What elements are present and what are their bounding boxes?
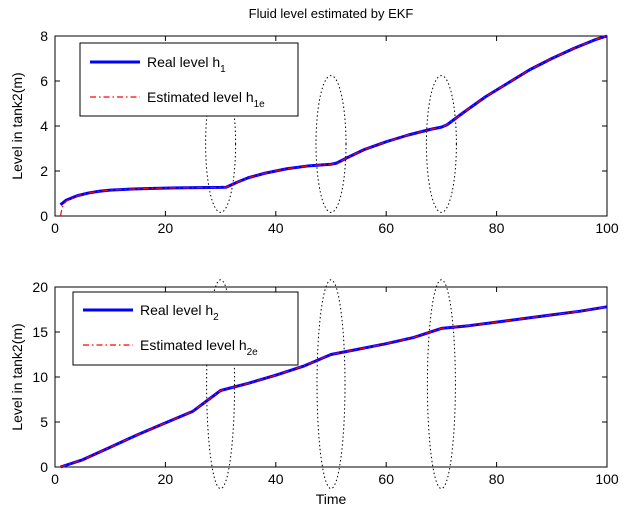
- bottom-panel: Level in tank2(m) Time 0 20 40 60 80 100 0 5 10 1…: [9, 279, 619, 507]
- top-chart-title: Fluid level estimated by EKF: [249, 6, 414, 21]
- bottom-y-tick-label: 0: [40, 459, 48, 475]
- bottom-legend-real-sub: 2: [213, 312, 219, 323]
- bottom-dotted-ellipse: [206, 279, 236, 490]
- top-x-tick-label: 0: [51, 220, 59, 236]
- bottom-legend-est-text: Estimated level h: [140, 337, 247, 353]
- top-legend-est-text: Estimated level h: [147, 89, 254, 105]
- top-series-group: [59, 34, 608, 217]
- bottom-x-tick-label: 100: [595, 471, 619, 487]
- top-dotted-ellipse: [315, 75, 347, 213]
- top-legend: Real level h1 Estimated level h1e: [79, 42, 299, 117]
- top-x-tick-label: 80: [489, 220, 505, 236]
- bottom-y-tick-label: 15: [32, 324, 48, 340]
- bottom-legend-real-label: Real level h2: [140, 302, 219, 323]
- bottom-legend: Real level h2 Estimated level h2e: [72, 291, 299, 366]
- top-legend-box: [79, 42, 299, 117]
- bottom-series-group: [60, 305, 608, 469]
- bottom-x-tick-label: 80: [489, 471, 505, 487]
- bottom-legend-box: [72, 291, 299, 366]
- top-y-tick-label: 6: [40, 73, 48, 89]
- top-legend-real-label: Real level h1: [147, 54, 226, 75]
- top-y-tick-label: 2: [40, 163, 48, 179]
- top-y-tick-label: 0: [40, 208, 48, 224]
- top-legend-real-sub: 1: [220, 64, 226, 75]
- top-dotted-ellipse: [425, 75, 457, 213]
- bottom-y-tick-label: 5: [40, 414, 48, 430]
- top-x-tick-label: 20: [158, 220, 174, 236]
- top-x-tick-label: 100: [595, 220, 619, 236]
- top-panel: Fluid level estimated by EKF Level in ta…: [9, 6, 619, 236]
- top-y-axis-label: Level in tank2(m): [9, 72, 25, 179]
- bottom-legend-est-sub: 2e: [247, 347, 259, 358]
- bottom-dotted-ellipse: [426, 279, 456, 490]
- top-series-line: [59, 35, 608, 217]
- top-legend-real-text: Real level h: [147, 54, 220, 70]
- bottom-x-tick-label: 40: [268, 471, 284, 487]
- bottom-y-axis-label: Level in tank2(m): [9, 323, 25, 430]
- top-y-tick-label: 4: [40, 118, 48, 134]
- bottom-series-line: [60, 306, 608, 468]
- top-legend-est-label: Estimated level h1e: [147, 89, 265, 110]
- bottom-axis-ticks: 0 20 40 60 80 100 0 5 10 15 20: [32, 279, 618, 487]
- bottom-x-tick-label: 60: [378, 471, 394, 487]
- bottom-annotation-ellipses: [206, 279, 456, 490]
- bottom-y-tick-label: 10: [32, 369, 48, 385]
- bottom-x-tick-label: 0: [51, 471, 59, 487]
- bottom-dotted-ellipse: [316, 279, 346, 490]
- bottom-legend-real-text: Real level h: [140, 302, 213, 318]
- bottom-legend-est-label: Estimated level h2e: [140, 337, 258, 358]
- top-legend-est-sub: 1e: [254, 99, 266, 110]
- bottom-x-axis-label: Time: [316, 491, 347, 507]
- top-x-tick-label: 40: [268, 220, 284, 236]
- bottom-x-tick-label: 20: [158, 471, 174, 487]
- top-axis-ticks: 0 20 40 60 80 100 0 2 4 6 8: [40, 28, 619, 236]
- bottom-y-tick-label: 20: [32, 279, 48, 295]
- top-x-tick-label: 60: [378, 220, 394, 236]
- top-y-tick-label: 8: [40, 28, 48, 44]
